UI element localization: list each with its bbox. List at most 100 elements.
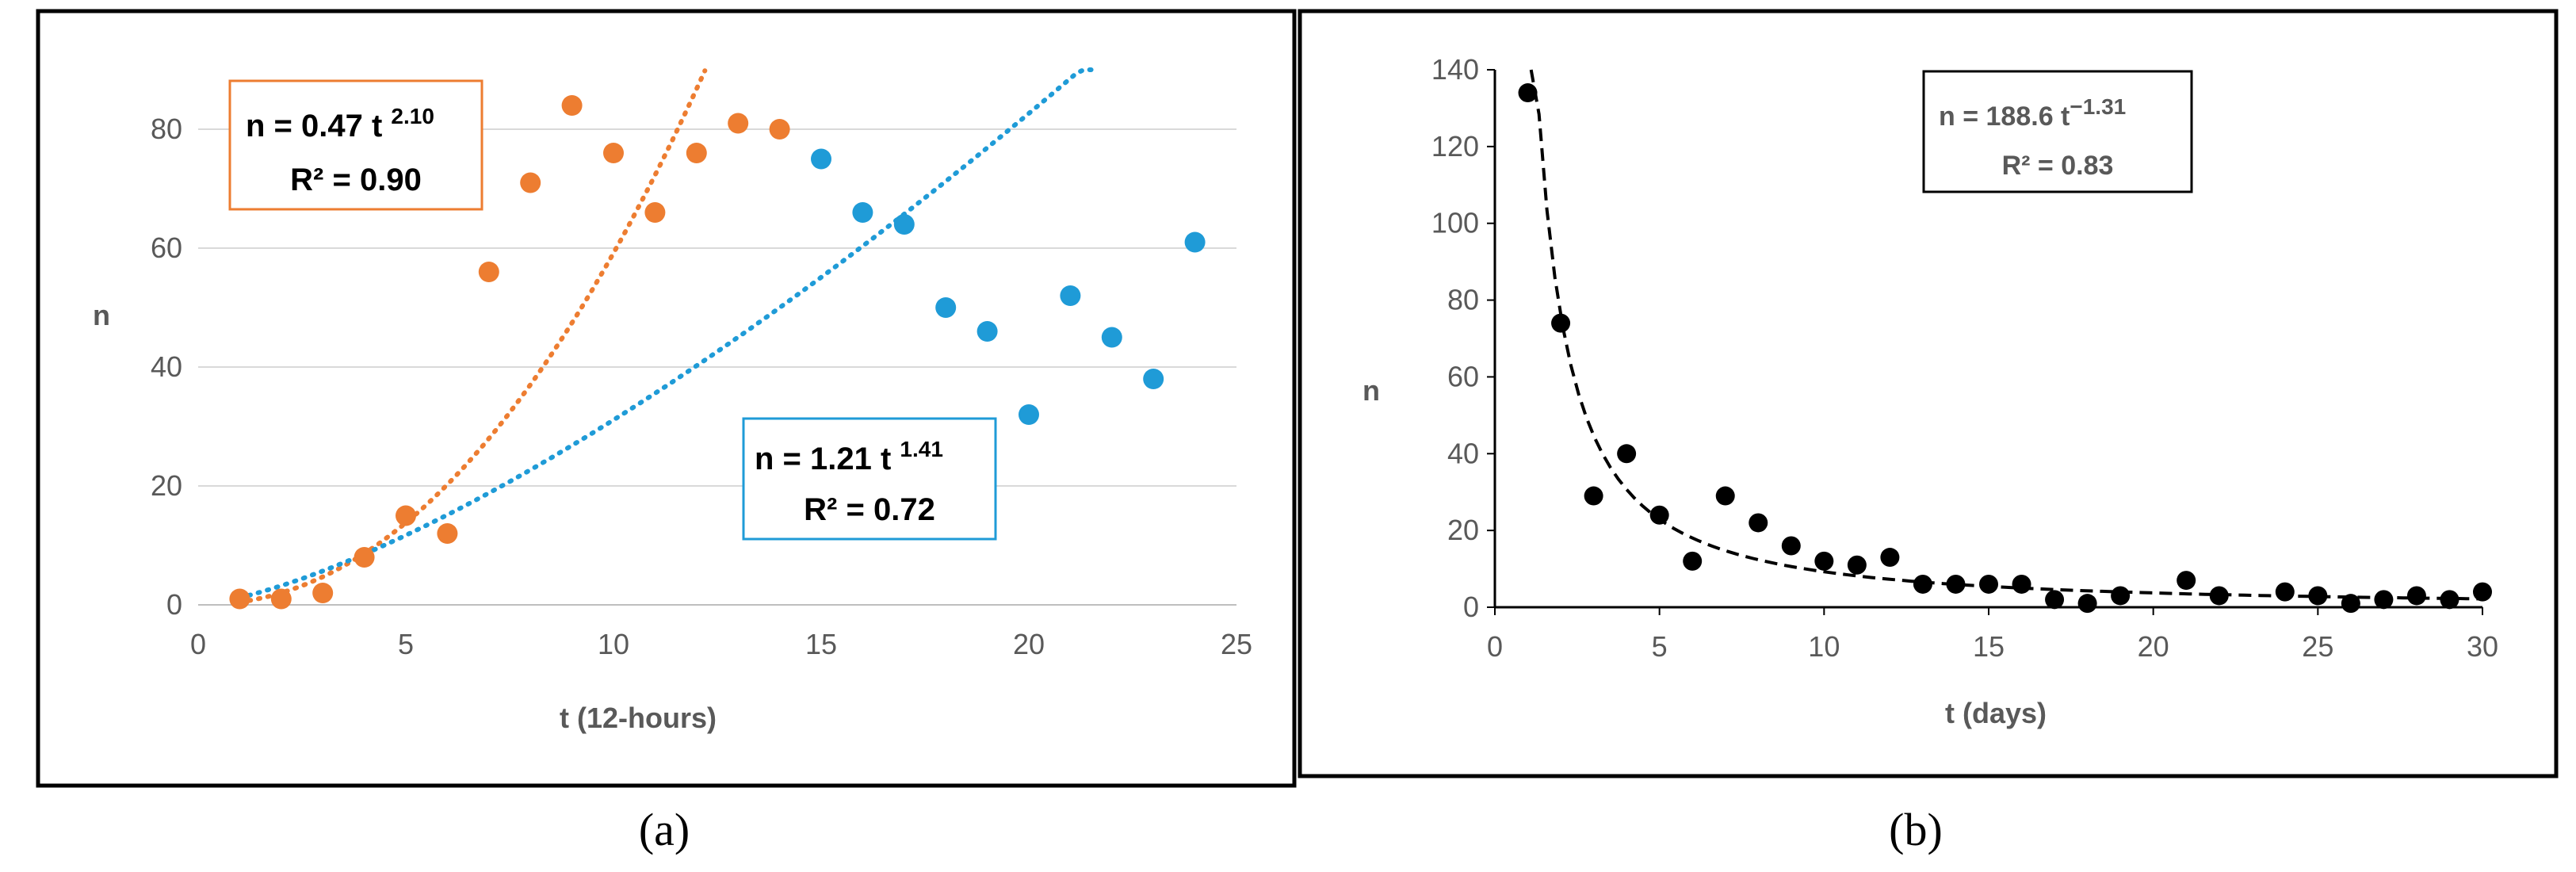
x-tick-label: 5 <box>398 628 414 660</box>
chart-b-annotation: n = 188.6 t−1.31 R² = 0.83 <box>1922 70 2193 193</box>
data-point <box>2275 582 2295 602</box>
x-tick-label: 25 <box>1221 628 1252 660</box>
data-point <box>1880 548 1900 568</box>
data-point <box>2177 571 2196 591</box>
panel-label-a: (a) <box>639 804 690 855</box>
x-tick-label: 5 <box>1652 630 1668 663</box>
data-point <box>2440 590 2459 610</box>
chart-a-xlabel: t (12-hours) <box>560 702 717 734</box>
data-point <box>1649 505 1669 525</box>
data-point <box>561 95 583 116</box>
data-point <box>437 523 458 544</box>
x-tick-label: 20 <box>2138 630 2169 663</box>
data-point <box>478 262 499 282</box>
data-point <box>1913 574 1932 594</box>
data-point <box>1060 285 1081 306</box>
y-tick-label: 0 <box>1463 591 1479 623</box>
chart-a-points <box>229 95 1206 610</box>
x-tick-label: 30 <box>2467 630 2498 663</box>
data-point <box>1143 369 1164 389</box>
data-point <box>811 148 831 170</box>
data-point <box>935 297 957 318</box>
y-tick-label: 60 <box>151 231 182 264</box>
annotation-equation: n = 1.21 t <box>755 442 900 476</box>
x-tick-label: 10 <box>598 628 629 660</box>
x-tick-label: 0 <box>1487 630 1503 663</box>
data-point <box>977 321 998 342</box>
data-point <box>1946 574 1966 594</box>
chart-a: 0 20 40 60 80 0 5 10 15 20 25 t (12-hours) n n = 0… <box>93 67 1252 734</box>
chart-a-trendlines <box>237 67 1094 605</box>
data-point <box>852 202 873 223</box>
data-point <box>1617 444 1637 464</box>
annotation-r2: R² = 0.90 <box>290 163 422 197</box>
data-point <box>1584 486 1603 506</box>
chart-a-annotation-blue: n = 1.21 t 1.41 R² = 0.72 <box>742 417 997 541</box>
chart-b-xlabel: t (days) <box>1945 697 2047 729</box>
data-point <box>1715 486 1735 506</box>
annotation-exponent: 1.41 <box>900 437 943 461</box>
data-point <box>1184 231 1206 253</box>
y-tick-label: 40 <box>1447 437 1479 469</box>
data-point <box>2473 582 2492 602</box>
chart-b-axes <box>1487 69 2483 615</box>
data-point <box>603 143 624 163</box>
data-point <box>1518 83 1538 103</box>
data-point <box>1979 574 1998 594</box>
annotation-equation: n = 188.6 t <box>1939 101 2070 132</box>
x-tick-label: 15 <box>805 628 837 660</box>
data-point <box>2012 574 2031 594</box>
data-point <box>396 505 416 526</box>
x-tick-label: 0 <box>190 628 206 660</box>
data-point <box>2111 586 2131 606</box>
x-tick-label: 25 <box>2302 630 2333 663</box>
data-point <box>2045 590 2065 610</box>
data-point <box>1814 551 1834 571</box>
trendline-series-0 <box>237 68 708 605</box>
data-point <box>2374 590 2394 610</box>
y-tick-label: 20 <box>1447 514 1479 546</box>
data-point <box>270 588 292 610</box>
y-tick-label: 120 <box>1431 130 1479 163</box>
y-tick-label: 20 <box>151 469 182 502</box>
svg-text:n = 0.47 t 2.10: n = 0.47 t 2.10 <box>246 104 434 143</box>
svg-text:n = 188.6 t−1.31: n = 188.6 t−1.31 <box>1939 94 2126 132</box>
chart-b-ylabel: n <box>1363 374 1380 407</box>
x-tick-label: 20 <box>1013 628 1045 660</box>
svg-text:n = 1.21 t 1.41: n = 1.21 t 1.41 <box>755 437 943 476</box>
data-point <box>1781 536 1801 556</box>
data-point <box>2308 586 2328 606</box>
data-point <box>893 214 915 235</box>
annotation-exponent: 2.10 <box>391 104 434 128</box>
data-point <box>2406 586 2426 606</box>
chart-b-points <box>1518 83 2492 614</box>
data-point <box>1101 327 1122 348</box>
data-point <box>728 113 749 134</box>
data-point <box>1019 404 1039 425</box>
annotation-r2: R² = 0.72 <box>804 492 935 527</box>
data-point <box>312 583 334 603</box>
y-tick-label: 80 <box>151 113 182 145</box>
data-point <box>520 172 541 193</box>
data-point <box>2341 594 2360 614</box>
chart-b-tick-labels: 0 20 40 60 80 100 120 140 0 5 10 15 20 25 30 <box>1431 53 2498 663</box>
y-tick-label: 40 <box>151 350 182 383</box>
data-point <box>1749 513 1768 533</box>
panel-label-b: (b) <box>1889 804 1943 855</box>
data-point <box>2077 594 2097 614</box>
data-point <box>229 588 250 610</box>
chart-a-tick-labels: 0 20 40 60 80 0 5 10 15 20 25 <box>151 113 1252 660</box>
y-tick-label: 140 <box>1431 53 1479 86</box>
panel-a-frame <box>36 9 1297 788</box>
annotation-exponent: −1.31 <box>2070 94 2126 119</box>
data-point <box>2209 586 2229 606</box>
x-tick-label: 15 <box>1973 630 2005 663</box>
data-point <box>644 202 666 223</box>
annotation-equation: n = 0.47 t <box>246 109 391 143</box>
data-point <box>1683 551 1703 571</box>
chart-a-ylabel: n <box>93 299 110 331</box>
annotation-r2: R² = 0.83 <box>2002 151 2114 181</box>
chart-a-annotation-orange: n = 0.47 t 2.10 R² = 0.90 <box>228 79 483 211</box>
